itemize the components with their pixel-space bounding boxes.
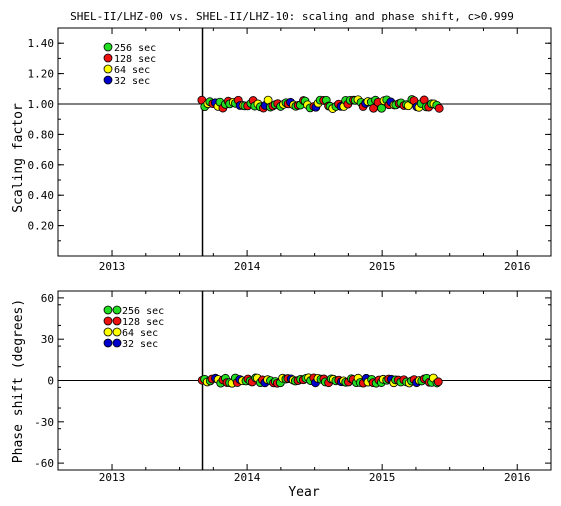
y-tick-label: 1.00 [28,98,55,111]
legend-marker [103,305,113,315]
y-tick-label: 0.80 [28,128,55,141]
legend-marker [112,338,122,348]
y-tick-label: 0.20 [28,220,55,233]
legend-marker [103,327,113,337]
x-tick-label: 2014 [234,471,261,484]
x-tick-label: 2013 [99,471,126,484]
plot-frame [57,27,552,257]
y-tick-label: 0.60 [28,159,55,172]
legend-marker [103,64,113,74]
legend-label: 64 sec [114,65,150,76]
y-axis-label-phase: Phase shift (degrees) [11,299,26,463]
x-axis-label: Year [288,485,319,500]
legend-label: 256 sec [114,43,156,54]
y-tick-label: -60 [34,457,54,470]
legend-marker [103,75,113,85]
legend-marker [103,53,113,63]
legend-label: 32 sec [122,339,158,350]
x-tick-label: 2016 [504,471,531,484]
legend-label: 64 sec [122,328,158,339]
scaling-panel: 0.20 0.40 0.60 0.80 1.00 1.20 1.40 2013 2014 2015… [28,27,552,273]
data-point [377,103,386,113]
y-tick-label: 1.40 [28,37,55,50]
data-point [433,377,443,387]
x-tick-label: 2014 [234,260,261,273]
y-axis-label-scaling: Scaling factor [11,103,26,213]
legend-label: 32 sec [114,76,150,87]
legend-marker [112,316,122,326]
legend-marker [112,327,122,337]
x-tick-label: 2013 [99,260,126,273]
legend-marker [112,305,122,315]
y-tick-label: -30 [34,416,54,429]
legend-label: 128 sec [122,317,164,328]
data-point [434,103,444,113]
legend-label: 256 sec [122,306,164,317]
y-tick-label: 0.40 [28,189,55,202]
x-tick-label: 2015 [369,260,396,273]
legend-marker [103,338,113,348]
legend-marker [103,316,113,326]
chart-title: SHEL-II/LHZ-00 vs. SHEL-II/LHZ-10: scali… [70,10,514,23]
legend-marker [103,42,113,52]
y-tick-label: 0 [47,375,54,388]
y-tick-label: 60 [41,292,54,305]
legend-label: 128 sec [114,54,156,65]
y-tick-label: 1.20 [28,68,55,81]
x-tick-label: 2015 [369,471,396,484]
y-tick-label: 30 [41,333,54,346]
x-tick-label: 2016 [504,260,531,273]
